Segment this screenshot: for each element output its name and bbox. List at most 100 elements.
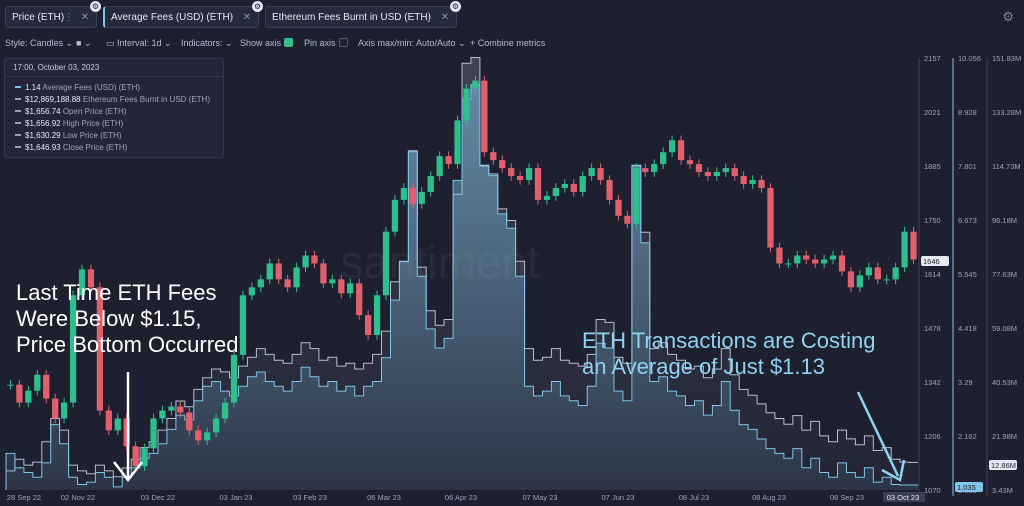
price-candle <box>239 290 247 360</box>
x-axis-tick: 07 May 23 <box>522 493 557 502</box>
settings-badge-icon[interactable]: ⚙ <box>90 1 101 12</box>
tab-label: Ethereum Fees Burnt in USD (ETH) <box>272 12 431 23</box>
checkbox-checked-icon[interactable] <box>284 38 294 47</box>
price-candle <box>382 226 390 301</box>
tab-label: Average Fees (USD) (ETH) <box>111 12 234 23</box>
annotation-arrow-diag <box>856 391 900 477</box>
svg-text:1646: 1646 <box>923 257 940 266</box>
price-candle <box>490 147 497 165</box>
price-candle <box>552 183 560 201</box>
price-candle <box>803 250 810 265</box>
annotation-line: Last Time ETH Fees <box>16 280 217 305</box>
price-candle <box>150 413 157 454</box>
more-icon[interactable]: ⋮ <box>64 12 74 23</box>
price-candle <box>43 369 50 404</box>
price-candle <box>856 270 864 293</box>
price-current-value-label: 1646 <box>921 256 949 266</box>
x-axis-current-date-box <box>883 492 925 502</box>
price-axis-tick: 2157 <box>924 54 941 63</box>
price-candle <box>686 155 694 169</box>
price-candle <box>588 163 595 181</box>
price-candle <box>347 278 354 299</box>
tooltip-row: 1.14 Average Fees (USD) (ETH) <box>15 83 140 92</box>
price-candle <box>391 195 399 237</box>
price-candle <box>373 290 381 340</box>
price-candle <box>320 258 327 289</box>
burnt-axis-tick: 3.43M <box>992 486 1013 495</box>
price-candle <box>96 282 104 416</box>
price-axis-tick: 1206 <box>924 432 941 441</box>
price-axis-tick: 1750 <box>924 216 941 225</box>
fees-axis-tick: 4.418 <box>958 324 977 333</box>
price-candle <box>615 195 622 221</box>
settings-badge-icon[interactable]: ⚙ <box>252 1 263 12</box>
price-candle <box>230 350 238 408</box>
indicators-select[interactable]: Indicators: ⌄ <box>181 38 233 48</box>
burnt-axis-tick: 59.08M <box>992 324 1017 333</box>
fees-axis-tick: 10.056 <box>958 54 981 63</box>
show-axis-toggle[interactable]: Show axis <box>240 38 294 48</box>
price-candle <box>731 163 738 181</box>
close-icon[interactable]: ✕ <box>242 12 251 23</box>
gear-icon[interactable]: ⚙ <box>1002 9 1014 24</box>
svg-text:12.86M: 12.86M <box>991 461 1016 470</box>
price-candle <box>472 75 479 94</box>
price-candle <box>820 254 828 269</box>
price-candle <box>516 171 524 185</box>
close-icon[interactable]: ✕ <box>80 12 89 23</box>
tooltip-row: $1,656.92 High Price (ETH) <box>15 119 123 128</box>
price-candle <box>7 379 14 390</box>
price-candle <box>829 250 837 265</box>
tab-fees-burnt[interactable]: Ethereum Fees Burnt in USD (ETH) ⋮ ✕ ⚙ <box>265 1 461 28</box>
pin-axis-toggle[interactable]: Pin axis <box>304 38 348 48</box>
x-axis-tick: 03 Oct 23 <box>887 493 920 502</box>
combine-metrics-button[interactable]: + Combine metrics <box>470 38 546 48</box>
price-candle <box>579 171 586 197</box>
burnt-axis-tick: 21.98M <box>992 432 1017 441</box>
price-candle <box>847 266 855 293</box>
price-candle <box>606 175 613 205</box>
price-candle <box>257 274 264 293</box>
x-axis-tick: 06 Mar 23 <box>367 493 401 502</box>
fees-axis-tick: 8.928 <box>958 108 977 117</box>
price-candle <box>168 401 175 416</box>
style-select[interactable]: Style: Candles ⌄ <box>5 38 74 48</box>
tab-price[interactable]: Price (ETH) ⋮ ✕ ⚙ <box>5 1 101 28</box>
close-icon[interactable]: ✕ <box>440 12 449 23</box>
x-axis-tick: 08 Jul 23 <box>679 493 709 502</box>
price-candle <box>105 405 112 436</box>
average-fees-area <box>6 84 918 490</box>
settings-badge-icon[interactable]: ⚙ <box>450 1 461 12</box>
price-candle <box>642 163 649 177</box>
more-icon[interactable]: ⋮ <box>226 12 236 23</box>
checkbox-empty-icon[interactable] <box>338 38 348 47</box>
price-candle <box>865 262 872 281</box>
x-axis-tick: 08 Sep 23 <box>830 493 864 502</box>
burnt-axis-tick: 114.73M <box>992 162 1021 171</box>
tooltip-datetime: 17:00, October 03, 2023 <box>13 63 100 72</box>
price-candle <box>34 369 41 396</box>
price-candle <box>713 167 720 181</box>
axis-maxmin-select[interactable]: Axis max/min: Auto/Auto ⌄ <box>358 38 466 48</box>
price-candle <box>910 226 917 265</box>
color-select[interactable]: ■ ⌄ <box>76 38 92 48</box>
price-candle <box>436 151 443 181</box>
fees-axis-tick: 6.673 <box>958 216 977 225</box>
annotation-arrow-diag-head <box>881 459 906 482</box>
price-candle <box>195 425 202 446</box>
fees-current-value-label: 1.035 <box>955 482 983 492</box>
price-candle <box>445 151 452 169</box>
interval-select[interactable]: ▭ Interval: 1d ⌄ <box>106 38 172 48</box>
fees-axis-tick: 3.29 <box>958 378 973 387</box>
x-axis-tick: 07 Jun 23 <box>602 493 635 502</box>
x-axis-tick: 08 Aug 23 <box>752 493 786 502</box>
price-candle <box>597 163 604 185</box>
burnt-axis-tick: 96.18M <box>992 216 1017 225</box>
price-candle <box>722 163 729 177</box>
tab-average-fees[interactable]: Average Fees (USD) (ETH) ⋮ ✕ ⚙ <box>103 1 263 28</box>
divider <box>5 76 223 77</box>
fees-axis-tick: 5.545 <box>958 270 977 279</box>
price-candle <box>356 278 363 320</box>
more-icon[interactable]: ⋮ <box>424 12 434 23</box>
